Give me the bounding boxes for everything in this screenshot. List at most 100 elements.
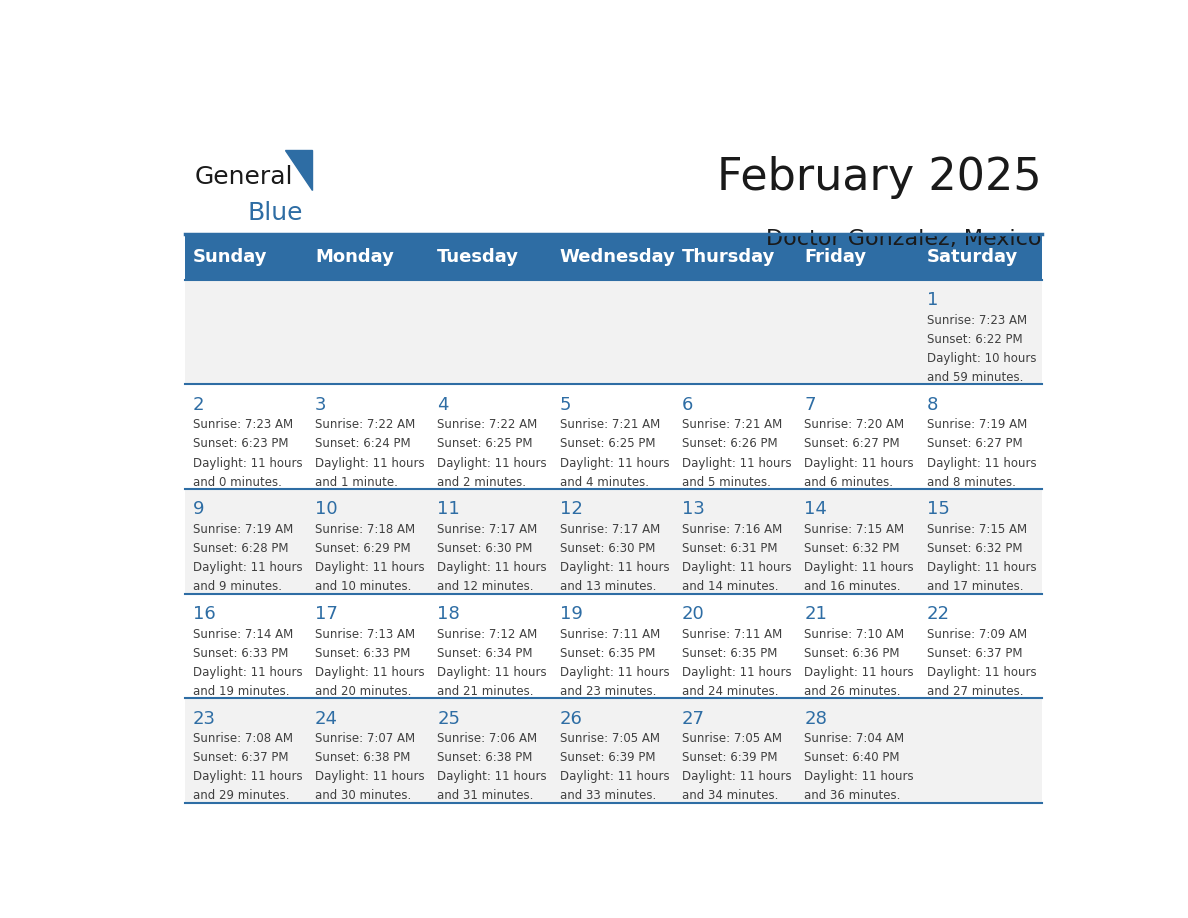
Text: and 21 minutes.: and 21 minutes.: [437, 685, 533, 698]
Text: 12: 12: [560, 500, 582, 519]
Text: 19: 19: [560, 605, 582, 623]
Text: Sunset: 6:34 PM: Sunset: 6:34 PM: [437, 646, 533, 660]
Text: 4: 4: [437, 396, 449, 414]
Text: Daylight: 11 hours: Daylight: 11 hours: [560, 561, 669, 574]
Text: and 23 minutes.: and 23 minutes.: [560, 685, 656, 698]
Text: Sunset: 6:40 PM: Sunset: 6:40 PM: [804, 751, 899, 765]
Text: 2: 2: [192, 396, 204, 414]
Text: Sunrise: 7:15 AM: Sunrise: 7:15 AM: [804, 523, 904, 536]
Text: Sunrise: 7:23 AM: Sunrise: 7:23 AM: [927, 314, 1026, 327]
Text: Daylight: 11 hours: Daylight: 11 hours: [804, 666, 914, 678]
Text: Sunset: 6:31 PM: Sunset: 6:31 PM: [682, 542, 777, 555]
Text: Sunrise: 7:15 AM: Sunrise: 7:15 AM: [927, 523, 1026, 536]
Text: and 26 minutes.: and 26 minutes.: [804, 685, 901, 698]
Text: and 31 minutes.: and 31 minutes.: [437, 789, 533, 802]
Text: Sunset: 6:32 PM: Sunset: 6:32 PM: [804, 542, 899, 555]
Text: Daylight: 11 hours: Daylight: 11 hours: [804, 456, 914, 469]
Text: Daylight: 11 hours: Daylight: 11 hours: [192, 770, 302, 783]
Text: and 9 minutes.: and 9 minutes.: [192, 580, 282, 593]
Text: Sunset: 6:35 PM: Sunset: 6:35 PM: [560, 646, 655, 660]
Text: Sunrise: 7:23 AM: Sunrise: 7:23 AM: [192, 419, 292, 431]
Text: Sunset: 6:28 PM: Sunset: 6:28 PM: [192, 542, 289, 555]
Text: Doctor Gonzalez, Mexico: Doctor Gonzalez, Mexico: [766, 229, 1042, 249]
Text: Sunrise: 7:22 AM: Sunrise: 7:22 AM: [437, 419, 538, 431]
Text: Sunrise: 7:19 AM: Sunrise: 7:19 AM: [192, 523, 293, 536]
Text: Sunset: 6:38 PM: Sunset: 6:38 PM: [315, 751, 410, 765]
Text: 24: 24: [315, 710, 339, 728]
Text: Daylight: 11 hours: Daylight: 11 hours: [560, 770, 669, 783]
Text: Sunrise: 7:05 AM: Sunrise: 7:05 AM: [560, 733, 659, 745]
Text: 20: 20: [682, 605, 704, 623]
Text: Sunrise: 7:21 AM: Sunrise: 7:21 AM: [560, 419, 659, 431]
Text: Sunset: 6:38 PM: Sunset: 6:38 PM: [437, 751, 532, 765]
Text: Sunset: 6:25 PM: Sunset: 6:25 PM: [437, 438, 533, 451]
FancyBboxPatch shape: [185, 280, 1042, 385]
Text: and 59 minutes.: and 59 minutes.: [927, 371, 1023, 384]
Text: General: General: [195, 165, 293, 189]
Text: Sunrise: 7:14 AM: Sunrise: 7:14 AM: [192, 628, 293, 641]
Text: Sunrise: 7:19 AM: Sunrise: 7:19 AM: [927, 419, 1026, 431]
Text: Sunset: 6:23 PM: Sunset: 6:23 PM: [192, 438, 289, 451]
Text: Daylight: 11 hours: Daylight: 11 hours: [192, 666, 302, 678]
Text: Daylight: 11 hours: Daylight: 11 hours: [437, 561, 546, 574]
Text: Sunset: 6:26 PM: Sunset: 6:26 PM: [682, 438, 778, 451]
Text: 8: 8: [927, 396, 939, 414]
Text: Sunset: 6:36 PM: Sunset: 6:36 PM: [804, 646, 899, 660]
Text: Daylight: 10 hours: Daylight: 10 hours: [927, 352, 1036, 365]
Text: Sunset: 6:22 PM: Sunset: 6:22 PM: [927, 333, 1022, 346]
Text: Daylight: 11 hours: Daylight: 11 hours: [315, 770, 424, 783]
Text: Sunrise: 7:05 AM: Sunrise: 7:05 AM: [682, 733, 782, 745]
Text: Sunrise: 7:18 AM: Sunrise: 7:18 AM: [315, 523, 415, 536]
Text: and 2 minutes.: and 2 minutes.: [437, 476, 526, 488]
FancyBboxPatch shape: [185, 699, 1042, 803]
Text: and 12 minutes.: and 12 minutes.: [437, 580, 533, 593]
Text: 16: 16: [192, 605, 215, 623]
Text: and 36 minutes.: and 36 minutes.: [804, 789, 901, 802]
Text: Sunrise: 7:12 AM: Sunrise: 7:12 AM: [437, 628, 538, 641]
Text: Daylight: 11 hours: Daylight: 11 hours: [560, 456, 669, 469]
Text: Sunset: 6:27 PM: Sunset: 6:27 PM: [804, 438, 901, 451]
Text: Sunrise: 7:08 AM: Sunrise: 7:08 AM: [192, 733, 292, 745]
Text: Daylight: 11 hours: Daylight: 11 hours: [192, 561, 302, 574]
Text: Blue: Blue: [248, 201, 303, 225]
Text: and 24 minutes.: and 24 minutes.: [682, 685, 778, 698]
Text: February 2025: February 2025: [716, 156, 1042, 199]
Text: 23: 23: [192, 710, 216, 728]
Text: Daylight: 11 hours: Daylight: 11 hours: [804, 561, 914, 574]
Text: Daylight: 11 hours: Daylight: 11 hours: [927, 561, 1036, 574]
Text: 6: 6: [682, 396, 694, 414]
Text: and 0 minutes.: and 0 minutes.: [192, 476, 282, 488]
Text: 15: 15: [927, 500, 949, 519]
Text: Daylight: 11 hours: Daylight: 11 hours: [682, 666, 791, 678]
Text: Sunrise: 7:04 AM: Sunrise: 7:04 AM: [804, 733, 904, 745]
Text: 5: 5: [560, 396, 571, 414]
Text: Sunrise: 7:07 AM: Sunrise: 7:07 AM: [315, 733, 415, 745]
Text: Sunset: 6:29 PM: Sunset: 6:29 PM: [315, 542, 411, 555]
Text: 14: 14: [804, 500, 827, 519]
Text: 11: 11: [437, 500, 460, 519]
Text: and 30 minutes.: and 30 minutes.: [315, 789, 411, 802]
FancyBboxPatch shape: [185, 489, 1042, 594]
Text: Daylight: 11 hours: Daylight: 11 hours: [682, 456, 791, 469]
Text: Thursday: Thursday: [682, 248, 776, 266]
Text: Sunrise: 7:11 AM: Sunrise: 7:11 AM: [560, 628, 659, 641]
Text: Sunset: 6:25 PM: Sunset: 6:25 PM: [560, 438, 655, 451]
Text: Sunrise: 7:06 AM: Sunrise: 7:06 AM: [437, 733, 537, 745]
Text: Sunset: 6:24 PM: Sunset: 6:24 PM: [315, 438, 411, 451]
Text: Daylight: 11 hours: Daylight: 11 hours: [560, 666, 669, 678]
Text: 18: 18: [437, 605, 460, 623]
Text: Sunrise: 7:22 AM: Sunrise: 7:22 AM: [315, 419, 416, 431]
Text: Sunset: 6:27 PM: Sunset: 6:27 PM: [927, 438, 1022, 451]
Text: Saturday: Saturday: [927, 248, 1018, 266]
Text: Daylight: 11 hours: Daylight: 11 hours: [437, 456, 546, 469]
Text: Daylight: 11 hours: Daylight: 11 hours: [682, 770, 791, 783]
Text: and 19 minutes.: and 19 minutes.: [192, 685, 289, 698]
Text: and 13 minutes.: and 13 minutes.: [560, 580, 656, 593]
Text: Sunrise: 7:10 AM: Sunrise: 7:10 AM: [804, 628, 904, 641]
Text: 10: 10: [315, 500, 337, 519]
Text: Sunset: 6:37 PM: Sunset: 6:37 PM: [192, 751, 289, 765]
FancyBboxPatch shape: [185, 234, 1042, 280]
Text: and 17 minutes.: and 17 minutes.: [927, 580, 1023, 593]
Text: and 1 minute.: and 1 minute.: [315, 476, 398, 488]
Text: and 4 minutes.: and 4 minutes.: [560, 476, 649, 488]
